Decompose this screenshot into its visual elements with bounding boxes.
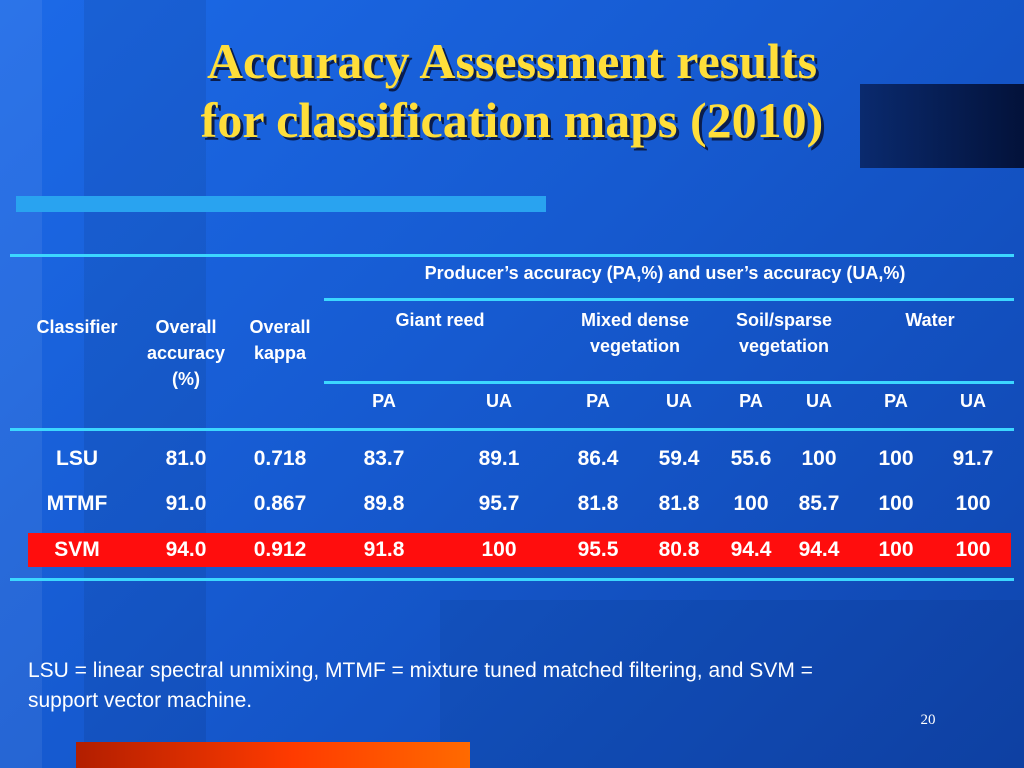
header-overall-kappa-line: kappa (253, 343, 307, 363)
table-cell: 100 (481, 538, 517, 561)
table-cell: 81.8 (658, 492, 700, 515)
table-cell: 89.8 (363, 492, 405, 515)
header-class-soil-sparse: Soil/sparse vegetation (714, 307, 854, 359)
table-cell: 91.0 (165, 492, 207, 515)
table-cell: 81.8 (577, 492, 619, 515)
table-cell: 95.5 (577, 538, 619, 561)
header-pa-soil-sparse: PA (739, 391, 763, 411)
header-pa-giant-reed: PA (372, 391, 396, 411)
slide-title: Accuracy Assessment results for classifi… (60, 32, 964, 150)
header-accuracy-group: Producer’s accuracy (PA,%) and user’s ac… (424, 263, 906, 283)
table-cell: 91.8 (363, 538, 405, 561)
header-pa-water: PA (884, 391, 908, 411)
header-classifier: Classifier (36, 317, 118, 337)
header-overall-accuracy-line: accuracy (146, 343, 226, 363)
table-cell: 59.4 (658, 447, 700, 470)
footnote-line-2: support vector machine. (28, 689, 253, 712)
header-class-line: Water (905, 310, 955, 330)
table-cell: 100 (878, 447, 914, 470)
header-bottom-rule (10, 428, 1014, 431)
table-cell: 94.4 (798, 538, 840, 561)
table-bottom-rule (10, 578, 1014, 581)
highlighted-row-background (28, 533, 1011, 567)
page-number: 20 (920, 712, 936, 728)
table-cell: 94.0 (165, 538, 207, 561)
table-cell: 0.912 (253, 538, 307, 561)
header-class-line: vegetation (738, 336, 830, 356)
group-header-rule (324, 298, 1014, 301)
table-cell: 85.7 (798, 492, 840, 515)
table-cell: 100 (801, 447, 837, 470)
header-class-giant-reed: Giant reed (340, 307, 540, 333)
header-overall-accuracy-line: Overall (155, 317, 217, 337)
table-cell: 100 (955, 538, 991, 561)
header-class-line: Giant reed (395, 310, 485, 330)
background-stripe-left (0, 0, 42, 768)
row-label-svm: SVM (54, 538, 100, 561)
header-ua-giant-reed: UA (486, 391, 512, 411)
class-header-rule (324, 381, 1014, 384)
table-cell: 86.4 (577, 447, 619, 470)
header-class-line: Mixed dense (580, 310, 690, 330)
header-ua-water: UA (960, 391, 986, 411)
header-overall-kappa: Overall kappa (236, 314, 324, 366)
table-cell: 0.718 (253, 447, 307, 470)
table-cell: 89.1 (478, 447, 520, 470)
header-class-line: Soil/sparse (735, 310, 833, 330)
table-cell: 100 (955, 492, 991, 515)
background-panel (440, 600, 1024, 768)
table-cell: 83.7 (363, 447, 405, 470)
header-overall-accuracy: Overall accuracy (%) (130, 314, 242, 392)
table-cell: 95.7 (478, 492, 520, 515)
table-cell: 100 (878, 538, 914, 561)
title-line-2: for classification maps (2010) (200, 92, 824, 148)
title-underline-bar (16, 196, 546, 212)
header-ua-mixed-dense: UA (666, 391, 692, 411)
table-top-rule (10, 254, 1014, 257)
table-cell: 0.867 (253, 492, 307, 515)
header-pa-mixed-dense: PA (586, 391, 610, 411)
title-accent-bar (860, 84, 1024, 168)
footnote-line-1: LSU = linear spectral unmixing, MTMF = m… (28, 659, 813, 682)
table-cell: 100 (733, 492, 769, 515)
row-label-mtmf: MTMF (46, 492, 108, 515)
table-cell: 94.4 (730, 538, 772, 561)
header-class-line: vegetation (589, 336, 681, 356)
header-class-water: Water (870, 307, 990, 333)
row-label-lsu: LSU (56, 447, 98, 470)
table-cell: 91.7 (952, 447, 994, 470)
title-line-1: Accuracy Assessment results (206, 33, 818, 89)
header-ua-soil-sparse: UA (806, 391, 832, 411)
table-cell: 55.6 (730, 447, 772, 470)
background-stripe (84, 0, 206, 768)
table-cell: 100 (878, 492, 914, 515)
header-overall-accuracy-line: (%) (172, 369, 200, 389)
table-cell: 80.8 (658, 538, 700, 561)
header-class-mixed-dense: Mixed dense vegetation (560, 307, 710, 359)
table-cell: 81.0 (165, 447, 207, 470)
footnote: LSU = linear spectral unmixing, MTMF = m… (28, 656, 1018, 716)
bottom-accent-bar (76, 742, 470, 768)
header-overall-kappa-line: Overall (249, 317, 311, 337)
